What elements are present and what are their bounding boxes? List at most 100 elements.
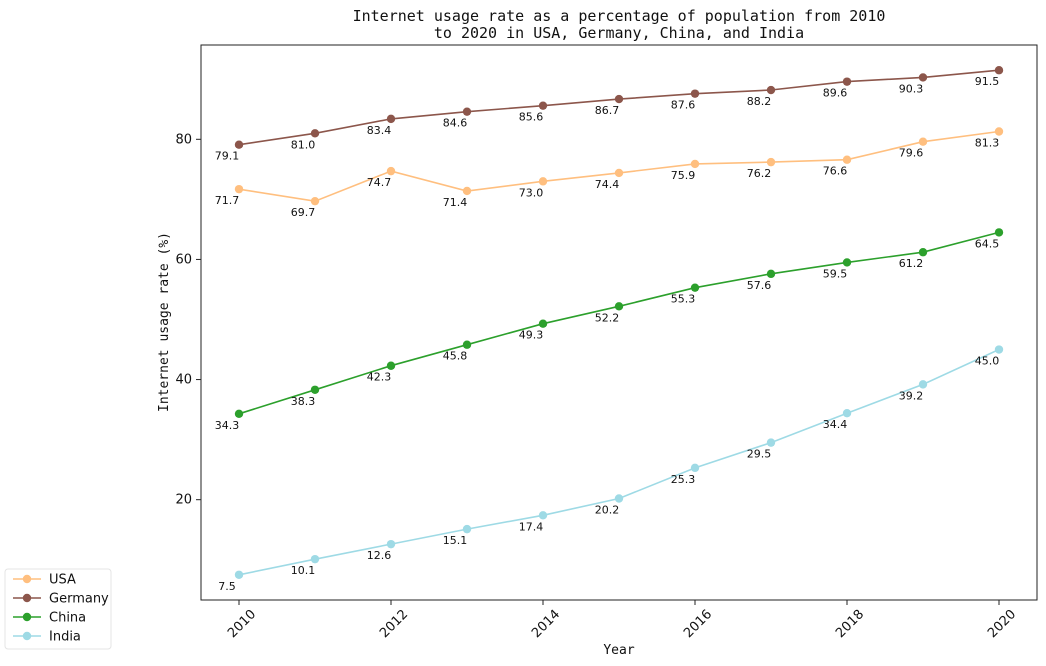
y-tick-label: 20 bbox=[175, 493, 192, 508]
data-point bbox=[994, 228, 1004, 237]
data-label: 83.4 bbox=[367, 124, 392, 137]
data-point bbox=[690, 89, 700, 98]
data-label: 45.0 bbox=[975, 355, 1000, 368]
data-point bbox=[462, 107, 472, 116]
legend-marker bbox=[22, 574, 32, 584]
data-label: 52.2 bbox=[595, 311, 620, 324]
x-tick-label: 2018 bbox=[833, 607, 867, 641]
y-tick-label: 40 bbox=[175, 373, 192, 388]
y-tick-label: 80 bbox=[175, 132, 192, 147]
data-point bbox=[766, 85, 776, 95]
data-point bbox=[462, 524, 472, 534]
data-label: 76.2 bbox=[747, 167, 772, 180]
data-label: 61.2 bbox=[899, 257, 924, 270]
data-label: 87.6 bbox=[671, 99, 696, 112]
data-label: 76.6 bbox=[823, 165, 848, 178]
data-labels: 71.7 69.7 74.7 71.4 73.0 74.4 75.9 76.2 76.6 79.6… bbox=[215, 75, 1000, 593]
legend-label: India bbox=[49, 630, 81, 645]
data-point bbox=[234, 184, 244, 194]
data-label: 45.8 bbox=[443, 350, 468, 363]
data-label: 86.7 bbox=[595, 104, 620, 117]
data-label: 75.9 bbox=[671, 169, 696, 182]
data-label: 59.5 bbox=[823, 267, 848, 280]
data-label: 73.0 bbox=[519, 186, 544, 199]
data-point bbox=[310, 129, 320, 138]
data-point bbox=[766, 269, 776, 279]
data-point bbox=[918, 137, 928, 146]
data-label: 49.3 bbox=[519, 329, 544, 342]
data-point bbox=[310, 385, 320, 394]
data-point bbox=[918, 73, 928, 82]
data-label: 12.6 bbox=[367, 549, 392, 562]
legend-label: USA bbox=[49, 573, 76, 588]
data-point bbox=[462, 186, 472, 196]
legend-marker bbox=[22, 631, 32, 641]
data-label: 17.4 bbox=[519, 520, 544, 533]
data-label: 15.1 bbox=[443, 534, 468, 547]
data-point bbox=[234, 570, 244, 579]
data-label: 74.7 bbox=[367, 176, 392, 189]
data-label: 29.5 bbox=[747, 448, 772, 461]
x-tick-label: 2016 bbox=[681, 607, 715, 641]
data-label: 79.1 bbox=[215, 150, 240, 163]
data-point bbox=[386, 361, 396, 370]
data-label: 69.7 bbox=[291, 206, 316, 219]
data-point bbox=[310, 554, 320, 564]
data-label: 79.6 bbox=[899, 147, 924, 160]
data-point bbox=[994, 127, 1004, 136]
data-label: 55.3 bbox=[671, 293, 696, 306]
data-point bbox=[614, 168, 624, 178]
data-point bbox=[538, 101, 548, 110]
data-point bbox=[766, 157, 776, 167]
legend-label: Germany bbox=[49, 592, 109, 607]
series-layer bbox=[234, 66, 1004, 579]
x-tick-label: 2020 bbox=[985, 607, 1019, 641]
data-point bbox=[386, 114, 396, 124]
data-label: 74.4 bbox=[595, 178, 620, 191]
data-point bbox=[614, 302, 624, 311]
data-point bbox=[690, 283, 700, 292]
data-label: 90.3 bbox=[899, 82, 924, 95]
data-label: 38.3 bbox=[291, 395, 316, 408]
data-point bbox=[614, 94, 624, 104]
legend-label: China bbox=[49, 611, 86, 626]
data-point bbox=[538, 319, 548, 328]
data-point bbox=[842, 258, 852, 267]
data-label: 89.6 bbox=[823, 87, 848, 100]
data-point bbox=[842, 408, 852, 418]
data-label: 71.4 bbox=[443, 196, 468, 209]
data-point bbox=[918, 248, 928, 257]
x-axis-label: Year bbox=[603, 643, 634, 658]
x-tick-label: 2010 bbox=[225, 607, 259, 641]
data-point bbox=[842, 77, 852, 86]
data-point bbox=[614, 494, 624, 503]
data-point bbox=[386, 539, 396, 549]
data-label: 42.3 bbox=[367, 371, 392, 384]
data-point bbox=[234, 140, 244, 149]
data-point bbox=[310, 196, 320, 206]
y-tick-label: 60 bbox=[175, 252, 192, 267]
data-label: 81.3 bbox=[975, 136, 1000, 149]
data-label: 64.5 bbox=[975, 237, 1000, 250]
data-label: 81.0 bbox=[291, 138, 316, 151]
legend: USA Germany China India bbox=[4, 568, 112, 650]
data-point bbox=[918, 380, 928, 389]
data-point bbox=[538, 177, 548, 186]
data-point bbox=[994, 66, 1004, 75]
data-point bbox=[766, 438, 776, 447]
plot-area bbox=[200, 44, 1038, 601]
data-point bbox=[690, 463, 700, 473]
data-label: 84.6 bbox=[443, 117, 468, 130]
data-label: 91.5 bbox=[975, 75, 1000, 88]
data-point bbox=[538, 511, 548, 520]
data-point bbox=[842, 155, 852, 164]
legend-box bbox=[4, 568, 112, 650]
data-label: 34.4 bbox=[823, 418, 848, 431]
data-point bbox=[994, 345, 1004, 354]
legend-marker bbox=[22, 612, 32, 622]
data-label: 34.3 bbox=[215, 419, 240, 432]
y-axis-label: Internet usage rate (%) bbox=[157, 232, 172, 412]
data-label: 20.2 bbox=[595, 503, 620, 516]
x-tick-label: 2014 bbox=[529, 607, 563, 641]
